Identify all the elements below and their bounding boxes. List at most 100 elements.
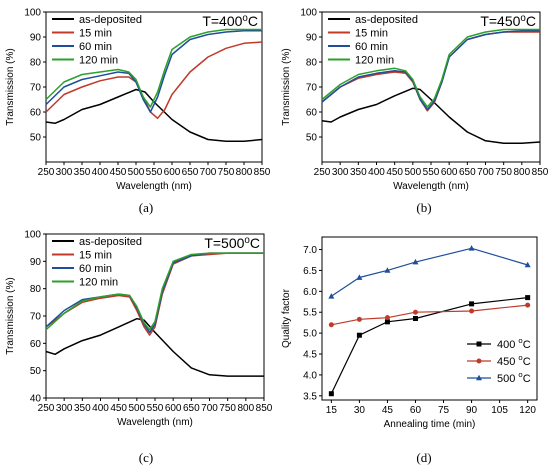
series-line-b-0 (321, 87, 541, 145)
y-tick-label: 4.0 (303, 370, 317, 381)
legend-marker (476, 374, 482, 381)
legend-label: as-deposited (79, 14, 142, 26)
x-tick-label: 400 (368, 167, 385, 178)
y-tick-label: 90 (30, 257, 42, 268)
x-tick-label: 250 (314, 167, 331, 178)
x-tick-label: 700 (200, 167, 217, 178)
y-tick-label: 60 (30, 108, 42, 119)
y-axis-label: Transmission (%) (5, 277, 16, 354)
y-axis-label: Transmission (%) (281, 48, 292, 125)
x-tick-label: 250 (38, 167, 55, 178)
x-tick-label: 400 (92, 403, 109, 414)
y-tick-label: 60 (30, 339, 42, 350)
x-axis-label: Wavelength (nm) (117, 417, 193, 428)
panel-c: 250 300 350 400 450 500 550 600 650 700 750 800 850 4… (5, 230, 273, 466)
x-tick-label: 700 (477, 167, 494, 178)
x-tick-label: 75 (438, 405, 450, 416)
panel-label: (d) (416, 450, 431, 465)
x-tick-label: 800 (237, 403, 254, 414)
y-tick-label: 100 (24, 230, 41, 241)
data-point (525, 295, 531, 301)
x-tick-label: 750 (495, 167, 512, 178)
x-tick-label: 300 (56, 167, 73, 178)
legend-marker (476, 358, 482, 364)
x-tick-label: 550 (147, 403, 164, 414)
y-axis-label: Transmission (%) (5, 48, 16, 125)
x-tick-label: 30 (354, 405, 366, 416)
x-tick-label: 90 (466, 405, 478, 416)
panel-a: 250 300 350 400 450 500 550 600 650 700 750 800 850 5… (5, 8, 271, 216)
x-tick-label: 300 (56, 403, 73, 414)
x-tick-label: 850 (532, 167, 549, 178)
y-tick-label: 70 (30, 83, 42, 94)
data-point (412, 258, 419, 265)
y-tick-label: 40 (30, 394, 42, 405)
x-tick-label: 60 (410, 405, 422, 416)
x-tick-label: 550 (146, 167, 163, 178)
data-point (356, 316, 362, 322)
data-point (328, 293, 335, 299)
data-point (356, 332, 362, 338)
data-point (524, 261, 531, 268)
y-tick-label: 70 (30, 312, 42, 323)
temperature-annotation: T=450oC (480, 13, 536, 29)
y-tick-label: 5.0 (303, 329, 317, 340)
x-tick-label: 450 (386, 167, 403, 178)
x-tick-label: 500 (128, 167, 145, 178)
temperature-annotation: T=500oC (204, 235, 260, 251)
legend-label: 60 min (79, 263, 112, 275)
legend-marker (476, 341, 482, 347)
series-line-d-2 (330, 247, 528, 297)
x-axis-label: Wavelength (nm) (116, 181, 192, 192)
series-line-a-3 (45, 28, 262, 108)
x-tick-label: 400 (92, 167, 109, 178)
x-tick-label: 45 (382, 405, 394, 416)
y-tick-label: 50 (30, 366, 42, 377)
y-tick-label: 100 (24, 8, 41, 19)
plot-frame (321, 236, 538, 401)
legend-label: 60 min (79, 41, 112, 53)
y-tick-label: 5.5 (303, 308, 317, 319)
legend-label: 120 min (79, 55, 118, 67)
temperature-annotation: T=400oC (202, 13, 258, 29)
y-tick-label: 80 (30, 58, 42, 69)
y-tick-label: 60 (306, 108, 318, 119)
x-axis-label: Wavelength (nm) (393, 181, 469, 192)
data-point (384, 319, 390, 325)
series-line-c-3 (45, 252, 264, 331)
series-line-b-2 (321, 30, 540, 111)
y-tick-label: 80 (306, 58, 318, 69)
x-tick-label: 450 (110, 167, 127, 178)
series-line-a-2 (45, 30, 262, 113)
legend-label: 15 min (79, 28, 112, 40)
y-tick-label: 100 (300, 8, 317, 19)
panel-b: 250 300 350 400 450 500 550 600 650 700 750 800 850 5… (281, 8, 549, 216)
x-tick-label: 650 (459, 167, 476, 178)
y-tick-label: 80 (30, 284, 42, 295)
data-point (412, 309, 418, 315)
x-tick-label: 120 (519, 405, 536, 416)
legend-label: 120 min (355, 55, 394, 67)
x-tick-label: 450 (110, 403, 127, 414)
series-line-d-0 (330, 297, 528, 394)
legend-label: 15 min (79, 250, 112, 262)
legend-label: 450 oC (497, 353, 531, 368)
y-tick-label: 3.5 (303, 391, 317, 402)
x-tick-label: 105 (491, 405, 508, 416)
data-point (469, 301, 475, 307)
x-tick-label: 800 (236, 167, 253, 178)
panel-label: (a) (139, 200, 153, 215)
series-line-b-3 (321, 28, 540, 108)
legend-label: 400 oC (497, 336, 531, 351)
x-tick-label: 550 (423, 167, 440, 178)
data-point (525, 302, 531, 308)
x-tick-label: 750 (218, 167, 235, 178)
y-tick-label: 90 (30, 33, 42, 44)
data-point (412, 316, 418, 321)
x-tick-label: 650 (183, 403, 200, 414)
x-tick-label: 600 (165, 403, 182, 414)
series-line-d-1 (331, 304, 528, 326)
legend-label: 120 min (79, 277, 118, 289)
x-tick-label: 750 (219, 403, 236, 414)
data-point (469, 308, 475, 314)
